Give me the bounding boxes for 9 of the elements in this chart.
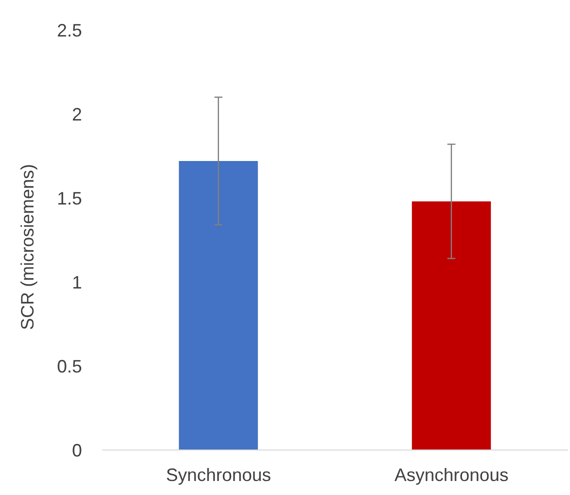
y-tick-label: 0 — [72, 440, 82, 460]
y-axis-title: SCR (microsiemens) — [17, 164, 38, 330]
x-tick-label: Asynchronous — [394, 464, 509, 485]
y-tick-label: 2 — [72, 104, 82, 124]
x-tick-label: Synchronous — [166, 464, 272, 485]
y-tick-label: 0.5 — [56, 356, 82, 376]
y-tick-label: 2.5 — [56, 20, 82, 40]
y-tick-label: 1 — [72, 272, 82, 292]
y-tick-label: 1.5 — [56, 188, 82, 208]
